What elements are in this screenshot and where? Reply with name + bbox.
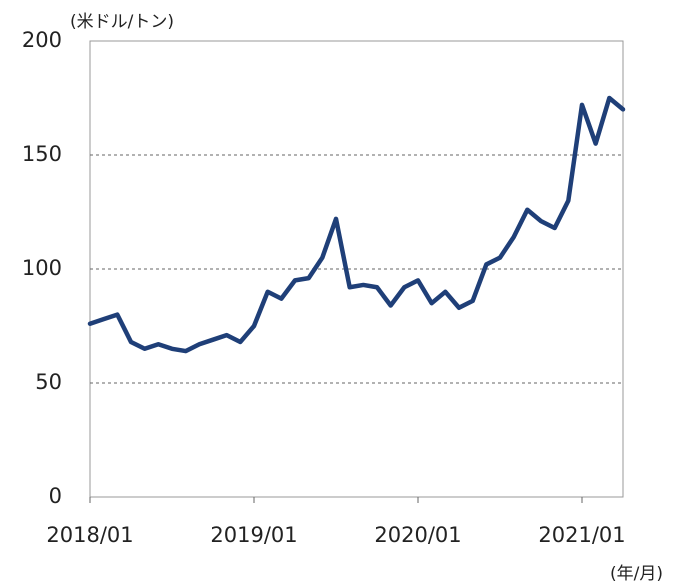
y-tick-label: 50 bbox=[35, 370, 62, 394]
line-series bbox=[87, 95, 626, 354]
y-tick-label: 200 bbox=[22, 28, 62, 52]
x-tick-label: 2018/01 bbox=[46, 523, 133, 547]
y-tick-label: 0 bbox=[49, 484, 62, 508]
x-tick-label: 2021/01 bbox=[538, 523, 625, 547]
x-tick-label: 2019/01 bbox=[210, 523, 297, 547]
y-tick-label: 150 bbox=[22, 142, 62, 166]
y-tick-label: 100 bbox=[22, 256, 62, 280]
y-unit-label: (米ドル/トン) bbox=[70, 12, 174, 32]
x-unit-label: (年/月) bbox=[610, 564, 663, 584]
x-tick-label: 2020/01 bbox=[374, 523, 461, 547]
